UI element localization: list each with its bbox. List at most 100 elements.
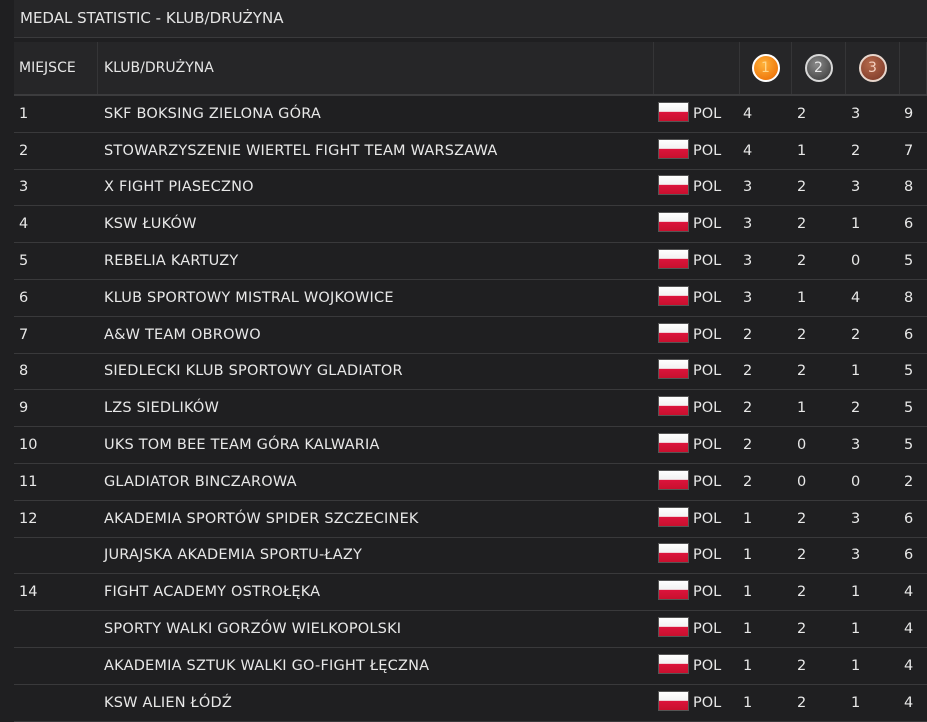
row-club-name: SPORTY WALKI GORZÓW WIELKOPOLSKI xyxy=(104,621,402,638)
row-bronze-count: 0 xyxy=(851,473,861,490)
table-row: 4 KSW ŁUKÓW POL 3 2 1 6 xyxy=(14,206,927,244)
row-gold-count: 4 xyxy=(743,105,753,122)
panel-title: MEDAL STATISTIC - KLUB/DRUŻYNA xyxy=(14,0,927,38)
row-bronze-count: 3 xyxy=(851,105,861,122)
row-country: POL xyxy=(654,250,740,270)
row-gold-count: 3 xyxy=(743,253,753,270)
row-place: 7 xyxy=(19,326,29,343)
header-country xyxy=(654,42,740,94)
row-bronze-count: 2 xyxy=(851,400,861,417)
row-club-name: REBELIA KARTUZY xyxy=(104,253,239,270)
row-bronze-count: 3 xyxy=(851,547,861,564)
poland-flag-icon xyxy=(659,544,688,563)
row-gold-count: 1 xyxy=(743,694,753,711)
header-place: MIEJSCE xyxy=(14,42,98,94)
row-gold-count: 1 xyxy=(743,657,753,674)
row-country-code: POL xyxy=(693,657,722,674)
row-country-code: POL xyxy=(693,326,722,343)
row-country-code: POL xyxy=(693,253,722,270)
row-total-count: 4 xyxy=(904,694,914,711)
row-gold-count: 1 xyxy=(743,510,753,527)
row-country: POL xyxy=(654,213,740,233)
row-country-code: POL xyxy=(693,437,722,454)
row-place: 1 xyxy=(19,105,29,122)
row-total-count: 4 xyxy=(904,657,914,674)
row-place: 10 xyxy=(19,437,38,454)
row-place: 11 xyxy=(19,473,38,490)
row-bronze-count: 2 xyxy=(851,326,861,343)
row-country: POL xyxy=(654,581,740,601)
row-silver-count: 2 xyxy=(797,363,807,380)
header-silver: 2 xyxy=(792,42,846,94)
header-bronze: 3 xyxy=(846,42,900,94)
poland-flag-icon xyxy=(659,581,688,600)
row-silver-count: 2 xyxy=(797,179,807,196)
row-club-name: KSW ALIEN ŁÓDŹ xyxy=(104,694,233,711)
row-club-name: A&W TEAM OBROWO xyxy=(104,326,261,343)
row-country: POL xyxy=(654,176,740,196)
table-row: 8 SIEDLECKI KLUB SPORTOWY GLADIATOR POL 2 2 1… xyxy=(14,354,927,391)
row-place: 5 xyxy=(19,253,29,270)
poland-flag-icon xyxy=(659,397,688,416)
row-country: POL xyxy=(654,102,740,123)
header-gold: 1 xyxy=(740,42,792,94)
row-country-code: POL xyxy=(693,142,722,159)
row-country: POL xyxy=(654,360,740,380)
row-country-code: POL xyxy=(693,216,722,233)
row-country: POL xyxy=(654,397,740,417)
row-club-name: FIGHT ACADEMY OSTROŁĘKA xyxy=(104,584,321,601)
row-club-name: SIEDLECKI KLUB SPORTOWY GLADIATOR xyxy=(104,363,403,380)
row-silver-count: 2 xyxy=(797,510,807,527)
row-total-count: 5 xyxy=(904,253,914,270)
row-country-code: POL xyxy=(693,289,722,306)
poland-flag-icon xyxy=(659,470,688,489)
poland-flag-icon xyxy=(659,434,688,453)
header-total xyxy=(900,42,927,94)
row-gold-count: 2 xyxy=(743,437,753,454)
table-row: SPORTY WALKI GORZÓW WIELKOPOLSKI POL 1 2 1 4 xyxy=(14,611,927,648)
row-country-code: POL xyxy=(693,363,722,380)
row-total-count: 8 xyxy=(904,289,914,306)
row-club-name: AKADEMIA SZTUK WALKI GO-FIGHT ŁĘCZNA xyxy=(104,657,430,674)
row-place: 12 xyxy=(19,510,38,527)
row-bronze-count: 2 xyxy=(851,142,861,159)
row-gold-count: 1 xyxy=(743,547,753,564)
table-row: AKADEMIA SZTUK WALKI GO-FIGHT ŁĘCZNA POL 1… xyxy=(14,648,927,685)
row-silver-count: 2 xyxy=(797,253,807,270)
row-total-count: 2 xyxy=(904,473,914,490)
row-gold-count: 1 xyxy=(743,621,753,638)
row-club-name: AKADEMIA SPORTÓW SPIDER SZCZECINEK xyxy=(104,510,419,527)
header-club: KLUB/DRUŻYNA xyxy=(98,42,654,94)
row-place: 3 xyxy=(19,179,29,196)
silver-medal-icon: 2 xyxy=(804,54,833,82)
row-club-name: GLADIATOR BINCZAROWA xyxy=(104,473,297,490)
row-total-count: 6 xyxy=(904,216,914,233)
row-total-count: 6 xyxy=(904,510,914,527)
medal-statistic-panel: MEDAL STATISTIC - KLUB/DRUŻYNA MIEJSCE K… xyxy=(14,0,927,722)
row-bronze-count: 3 xyxy=(851,437,861,454)
row-gold-count: 2 xyxy=(743,326,753,343)
table-row: 12 AKADEMIA SPORTÓW SPIDER SZCZECINEK POL 1… xyxy=(14,501,927,538)
poland-flag-icon xyxy=(659,654,688,673)
row-country: POL xyxy=(654,618,740,638)
row-total-count: 6 xyxy=(904,326,914,343)
row-country-code: POL xyxy=(693,179,722,196)
row-country: POL xyxy=(654,139,740,160)
row-bronze-count: 4 xyxy=(851,289,861,306)
row-gold-count: 3 xyxy=(743,216,753,233)
row-total-count: 5 xyxy=(904,400,914,417)
row-silver-count: 2 xyxy=(797,105,807,122)
table-row: 9 LZS SIEDLIKÓW POL 2 1 2 5 xyxy=(14,390,927,428)
poland-flag-icon xyxy=(659,286,688,305)
row-place: 14 xyxy=(19,584,38,601)
table-row: 10 UKS TOM BEE TEAM GÓRA KALWARIA POL 2 0 3 5 xyxy=(14,427,927,464)
row-country-code: POL xyxy=(693,400,722,417)
row-country: POL xyxy=(654,470,740,491)
row-silver-count: 1 xyxy=(797,400,807,417)
table-row: KSW ALIEN ŁÓDŹ POL 1 2 1 4 xyxy=(14,685,927,722)
table-body: 1 SKF BOKSING ZIELONA GÓRA POL 4 2 3 9 2 STOWARZ… xyxy=(14,96,927,722)
row-place: 6 xyxy=(19,289,29,306)
row-bronze-count: 1 xyxy=(851,363,861,380)
table-row: 14 FIGHT ACADEMY OSTROŁĘKA POL 1 2 1 4 xyxy=(14,574,927,612)
row-bronze-count: 1 xyxy=(851,694,861,711)
